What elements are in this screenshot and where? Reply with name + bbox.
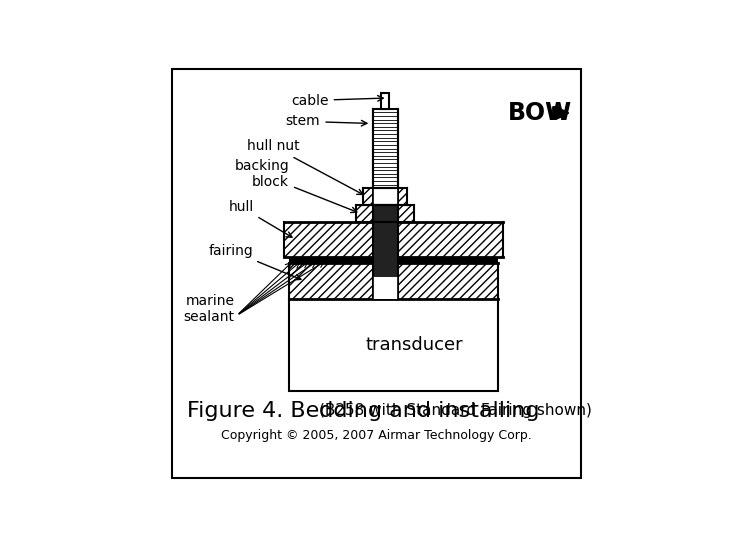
Text: fairing: fairing — [209, 244, 301, 280]
Text: transducer: transducer — [365, 335, 463, 354]
Text: hull nut: hull nut — [247, 139, 363, 195]
Text: cable: cable — [291, 94, 383, 107]
Text: backing
block: backing block — [234, 159, 356, 212]
Bar — [373, 277, 398, 299]
Text: hull: hull — [229, 200, 292, 237]
Text: (B258 with Standard Fairing shown): (B258 with Standard Fairing shown) — [319, 403, 592, 418]
Bar — [289, 256, 498, 263]
Text: stem: stem — [286, 114, 367, 128]
Bar — [373, 222, 398, 256]
Bar — [373, 263, 398, 299]
Bar — [289, 263, 373, 299]
Bar — [373, 109, 398, 188]
Bar — [373, 256, 398, 263]
Bar — [363, 188, 373, 205]
FancyArrow shape — [553, 107, 569, 119]
Text: BOW: BOW — [508, 101, 573, 125]
Bar — [373, 205, 398, 299]
Bar — [398, 188, 406, 205]
Text: Copyright © 2005, 2007 Airmar Technology Corp.: Copyright © 2005, 2007 Airmar Technology… — [221, 429, 532, 442]
Bar — [284, 222, 373, 256]
Bar — [373, 205, 398, 222]
Bar — [398, 222, 503, 256]
Bar — [289, 299, 498, 391]
Bar — [398, 263, 498, 299]
Bar — [356, 205, 373, 222]
Bar — [398, 205, 415, 222]
Bar — [373, 188, 398, 205]
Bar — [381, 93, 389, 109]
Text: marine
sealant: marine sealant — [184, 294, 234, 324]
Text: Figure 4. Bedding and installing: Figure 4. Bedding and installing — [187, 401, 546, 421]
